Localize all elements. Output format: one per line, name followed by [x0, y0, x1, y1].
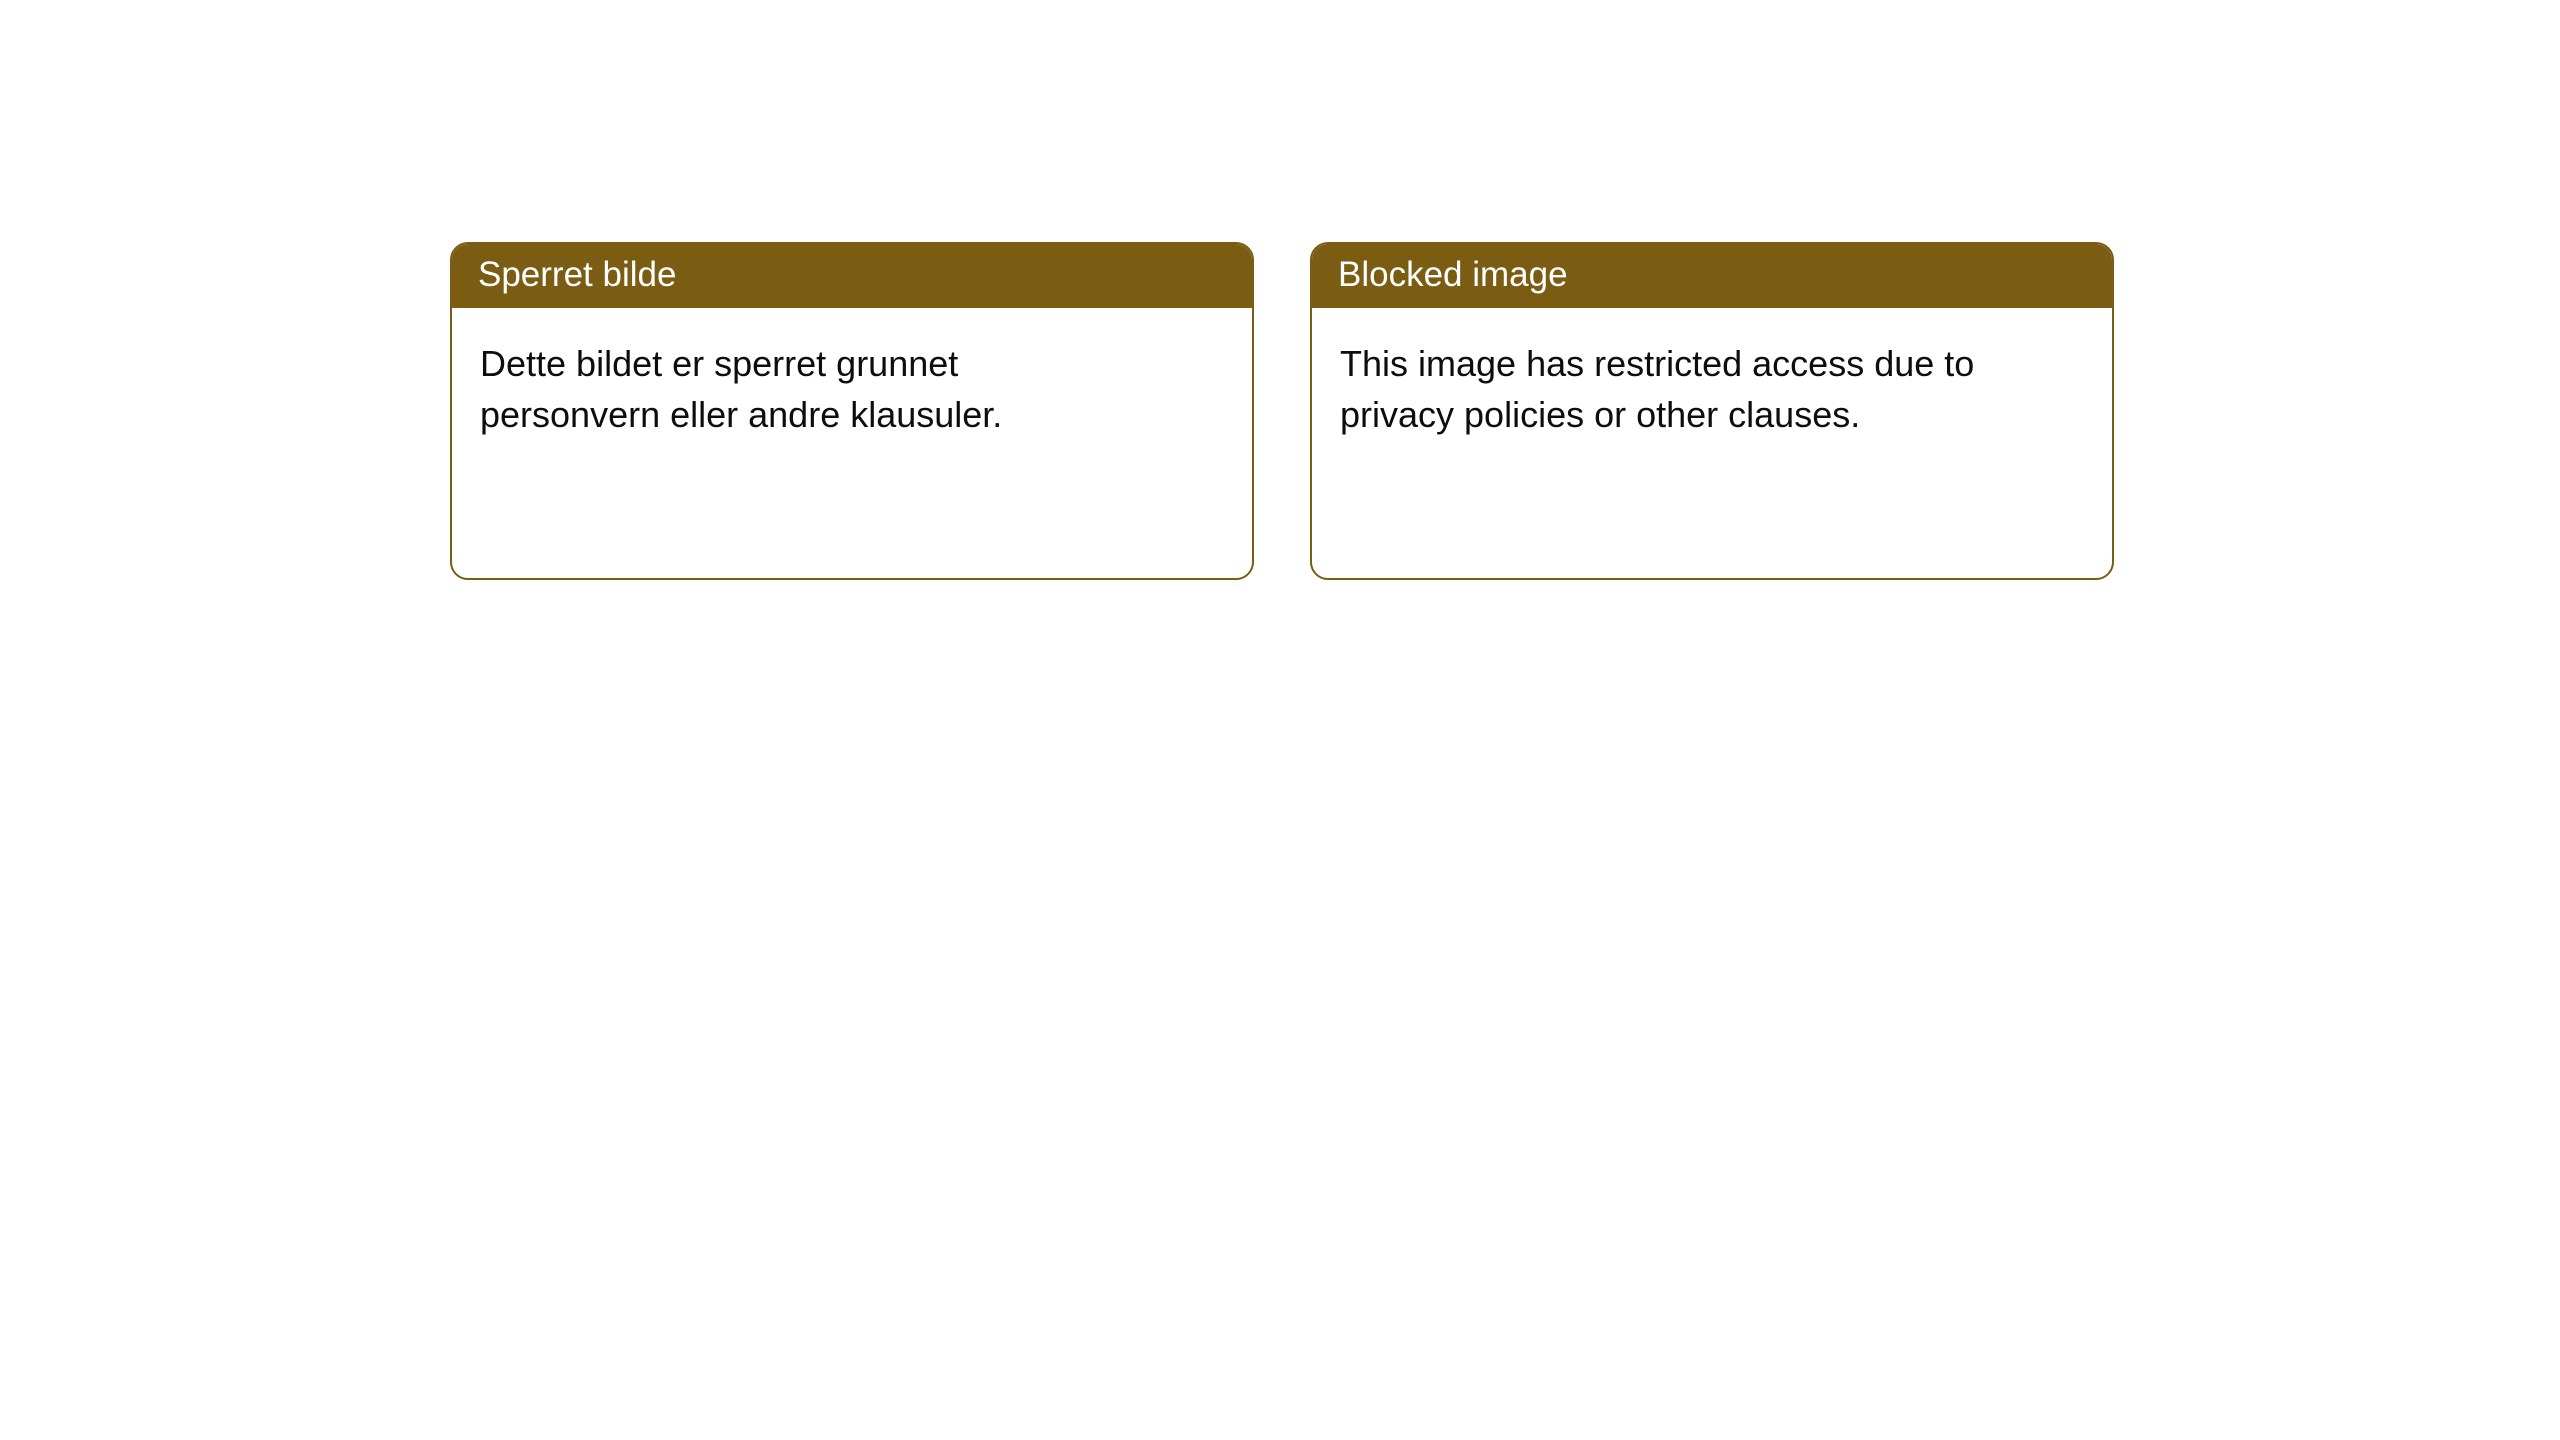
card-title-norwegian: Sperret bilde — [478, 255, 676, 294]
card-text-english: This image has restricted access due to … — [1340, 338, 1980, 440]
notice-container: Sperret bilde Dette bildet er sperret gr… — [0, 0, 2560, 580]
card-title-english: Blocked image — [1338, 255, 1568, 294]
card-header-english: Blocked image — [1312, 244, 2112, 308]
card-header-norwegian: Sperret bilde — [452, 244, 1252, 308]
card-text-norwegian: Dette bildet er sperret grunnet personve… — [480, 338, 1120, 440]
blocked-image-card-english: Blocked image This image has restricted … — [1310, 242, 2114, 580]
card-body-english: This image has restricted access due to … — [1312, 308, 2112, 578]
card-body-norwegian: Dette bildet er sperret grunnet personve… — [452, 308, 1252, 578]
blocked-image-card-norwegian: Sperret bilde Dette bildet er sperret gr… — [450, 242, 1254, 580]
